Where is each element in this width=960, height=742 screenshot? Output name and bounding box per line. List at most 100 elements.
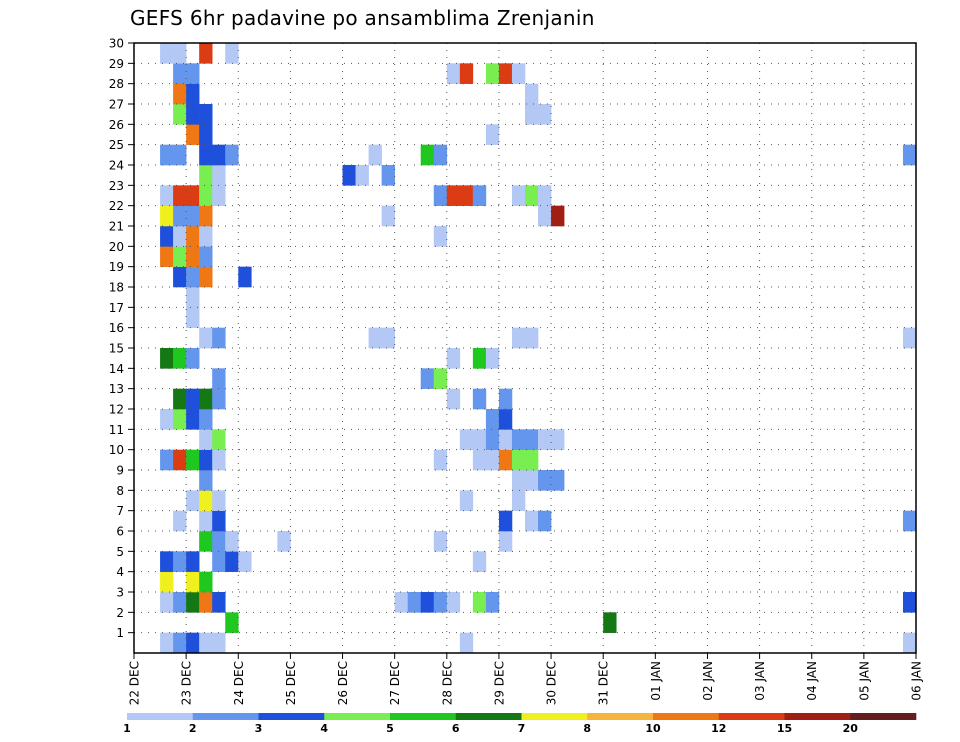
colorbar-label: 5 xyxy=(386,722,394,735)
y-tick-label: 24 xyxy=(109,159,124,173)
heatmap-cell xyxy=(511,185,526,206)
heatmap-cell xyxy=(459,490,474,511)
colorbar-label: 15 xyxy=(777,722,792,735)
heatmap-cell xyxy=(472,348,487,369)
colorbar-label: 20 xyxy=(843,722,859,735)
heatmap-cell xyxy=(538,104,552,125)
heatmap-cell xyxy=(186,63,200,84)
x-tick-label: 05 JAN xyxy=(857,661,871,701)
heatmap-cell xyxy=(186,592,200,613)
heatmap-cell xyxy=(446,348,461,369)
heatmap-cell xyxy=(199,449,213,471)
heatmap-cell xyxy=(511,449,526,471)
heatmap-cell xyxy=(199,104,213,125)
y-tick-label: 16 xyxy=(109,321,124,335)
heatmap-cell xyxy=(446,592,461,613)
x-tick-label: 25 DEC xyxy=(284,661,298,705)
heatmap-cell xyxy=(420,144,435,166)
heatmap-cell xyxy=(186,104,200,125)
heatmap-cell xyxy=(212,327,226,349)
heatmap-cell xyxy=(525,83,539,105)
heatmap-cell xyxy=(186,226,200,247)
y-tick-label: 6 xyxy=(116,525,124,539)
heatmap-cell xyxy=(199,144,213,166)
colorbar: 1 2 3 4 5 6 7 8 10 12 15 20 xyxy=(123,713,917,735)
heatmap-cell xyxy=(173,226,187,247)
heatmap-cell xyxy=(212,368,226,389)
heatmap-cell xyxy=(498,429,513,450)
heatmap-cell xyxy=(199,165,213,186)
heatmap-cell xyxy=(186,266,200,288)
heatmap-cell xyxy=(472,388,487,410)
heatmap-cell xyxy=(485,449,500,471)
heatmap-cell xyxy=(525,449,539,471)
y-tick-label: 5 xyxy=(116,545,124,559)
heatmap-cell xyxy=(173,266,187,288)
heatmap-cell xyxy=(199,470,213,491)
heatmap-cell xyxy=(902,327,917,349)
heatmap-cell xyxy=(173,104,187,125)
heatmap-cell xyxy=(199,388,213,410)
heatmap-cell xyxy=(186,83,200,105)
heatmap-cell xyxy=(212,632,226,654)
y-tick-label: 28 xyxy=(109,77,124,91)
y-tick-label: 1 xyxy=(116,626,124,640)
heatmap-cell xyxy=(199,632,213,654)
heatmap-cell xyxy=(498,388,513,410)
heatmap-cell xyxy=(160,409,174,430)
colorbar-label: 7 xyxy=(518,722,526,735)
heatmap-cell xyxy=(186,551,200,572)
heatmap-cell xyxy=(225,531,239,552)
heatmap-cell xyxy=(186,571,200,593)
heatmap-cell xyxy=(551,470,565,491)
heatmap-cell xyxy=(902,632,917,654)
y-tick-label: 10 xyxy=(109,443,124,457)
heatmap-cell xyxy=(433,531,448,552)
heatmap-cell xyxy=(199,409,213,430)
y-tick-label: 20 xyxy=(109,240,124,254)
heatmap-cell xyxy=(459,632,474,654)
heatmap-cell xyxy=(199,205,213,227)
heatmap-cell xyxy=(498,449,513,471)
heatmap-cell xyxy=(225,43,239,64)
heatmap-cell xyxy=(160,571,174,593)
y-tick-label: 15 xyxy=(109,342,124,356)
y-tick-label: 25 xyxy=(109,138,124,152)
x-tick-label: 26 DEC xyxy=(336,661,350,705)
heatmap-cell xyxy=(394,592,408,613)
heatmap-cell xyxy=(485,348,500,369)
heatmap-cell xyxy=(551,429,565,450)
heatmap-cell xyxy=(173,185,187,206)
y-tick-label: 14 xyxy=(109,362,124,376)
y-tick-label: 4 xyxy=(116,565,124,579)
heatmap-cell xyxy=(498,409,513,430)
heatmap-cell xyxy=(160,185,174,206)
heatmap-cell xyxy=(160,592,174,613)
heatmap-cell xyxy=(525,185,539,206)
colorbar-label: 1 xyxy=(123,722,131,735)
heatmap-cell xyxy=(368,327,382,349)
heatmap-cell xyxy=(186,287,200,308)
heatmap-cell xyxy=(459,63,474,84)
heatmap-cell xyxy=(199,124,213,145)
heatmap-cell xyxy=(173,449,187,471)
heatmap-cell xyxy=(525,104,539,125)
heatmap-cell xyxy=(173,388,187,410)
heatmap-cell xyxy=(199,226,213,247)
heatmap-cell xyxy=(407,592,422,613)
heatmap-cell xyxy=(446,388,461,410)
heatmap-cell xyxy=(498,531,513,552)
heatmap-cell xyxy=(433,592,448,613)
heatmap-cell xyxy=(433,226,448,247)
colorbar-swatch xyxy=(653,713,720,720)
heatmap-cell xyxy=(538,429,552,450)
y-axis: 1234567891011121314151617181920212223242… xyxy=(109,37,134,640)
heatmap-cell xyxy=(160,144,174,166)
y-tick-label: 29 xyxy=(109,57,124,71)
heatmap-cell xyxy=(160,449,174,471)
y-tick-label: 27 xyxy=(109,98,124,112)
y-tick-label: 23 xyxy=(109,179,124,193)
heatmap-cell xyxy=(173,43,187,64)
heatmap-cell xyxy=(225,144,239,166)
